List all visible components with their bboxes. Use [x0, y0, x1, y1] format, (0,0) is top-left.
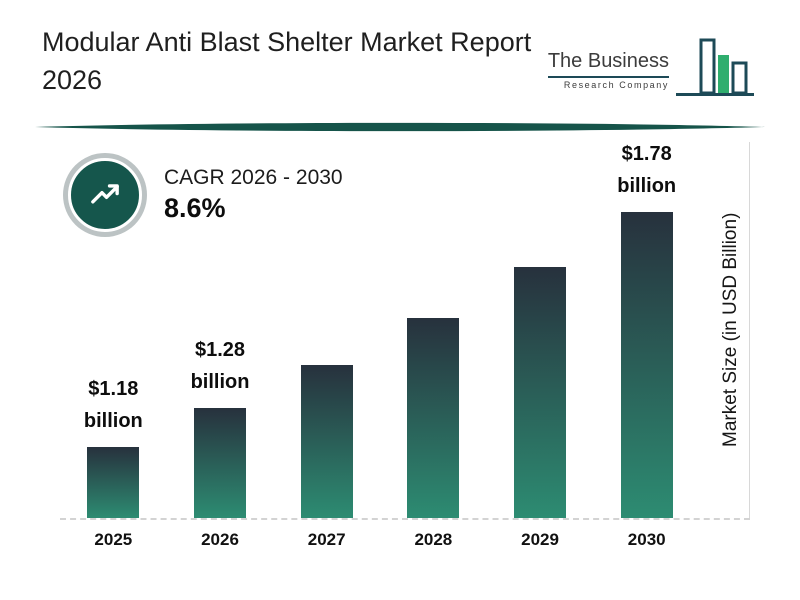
bar-column — [380, 138, 487, 518]
x-axis-baseline — [60, 518, 750, 520]
bar-column: $1.78 billion — [593, 138, 700, 518]
bar-column: $1.18 billion — [60, 138, 167, 518]
bar-2027 — [300, 365, 353, 518]
bar-value-label: $1.28 billion — [190, 339, 250, 393]
cagr-value: 8.6% — [164, 193, 226, 223]
page-title: Modular Anti Blast Shelter Market Report… — [42, 27, 532, 95]
trending-up-icon — [68, 158, 142, 232]
bar-2029 — [514, 267, 567, 518]
cagr-badge: CAGR 2026 - 2030 8.6% — [68, 158, 343, 232]
x-axis-label: 2026 — [201, 530, 239, 549]
bar-2030 — [620, 212, 673, 518]
cagr-label: CAGR 2026 - 2030 — [164, 166, 343, 189]
x-axis-label: 2030 — [627, 530, 666, 549]
logo-text: The Business Research Company — [547, 50, 669, 90]
y-axis-label: Market Size (in USD Billion) — [720, 212, 741, 448]
header-divider — [35, 120, 765, 132]
logo-subname: Research Company — [563, 80, 669, 90]
bar-column — [487, 138, 594, 518]
bar-column — [273, 138, 380, 518]
logo-name: The Business — [547, 50, 669, 78]
bar-2026 — [194, 408, 246, 518]
cagr-text: CAGR 2026 - 2030 8.6% — [164, 166, 343, 224]
bar-2025 — [87, 447, 140, 518]
bar-value-label: $1.18 billion — [83, 378, 143, 432]
bar-column: $1.28 billion — [167, 138, 274, 518]
y-axis-line — [749, 142, 750, 518]
x-axis-row: 2025 2026 2027 2028 2029 2030 — [60, 530, 700, 550]
x-axis-label: 2027 — [307, 530, 346, 549]
bars-row: $1.18 billion $1.28 billion $1.78 billion — [60, 138, 700, 518]
bar-value-label: $1.78 billion — [617, 143, 677, 197]
x-axis-label: 2025 — [94, 530, 133, 549]
bar-chart-logo-icon — [674, 36, 756, 111]
company-logo: The Business Research Company — [547, 36, 756, 111]
bar-2028 — [407, 318, 460, 518]
x-axis-label: 2029 — [521, 530, 559, 549]
x-axis-label: 2028 — [414, 530, 453, 549]
